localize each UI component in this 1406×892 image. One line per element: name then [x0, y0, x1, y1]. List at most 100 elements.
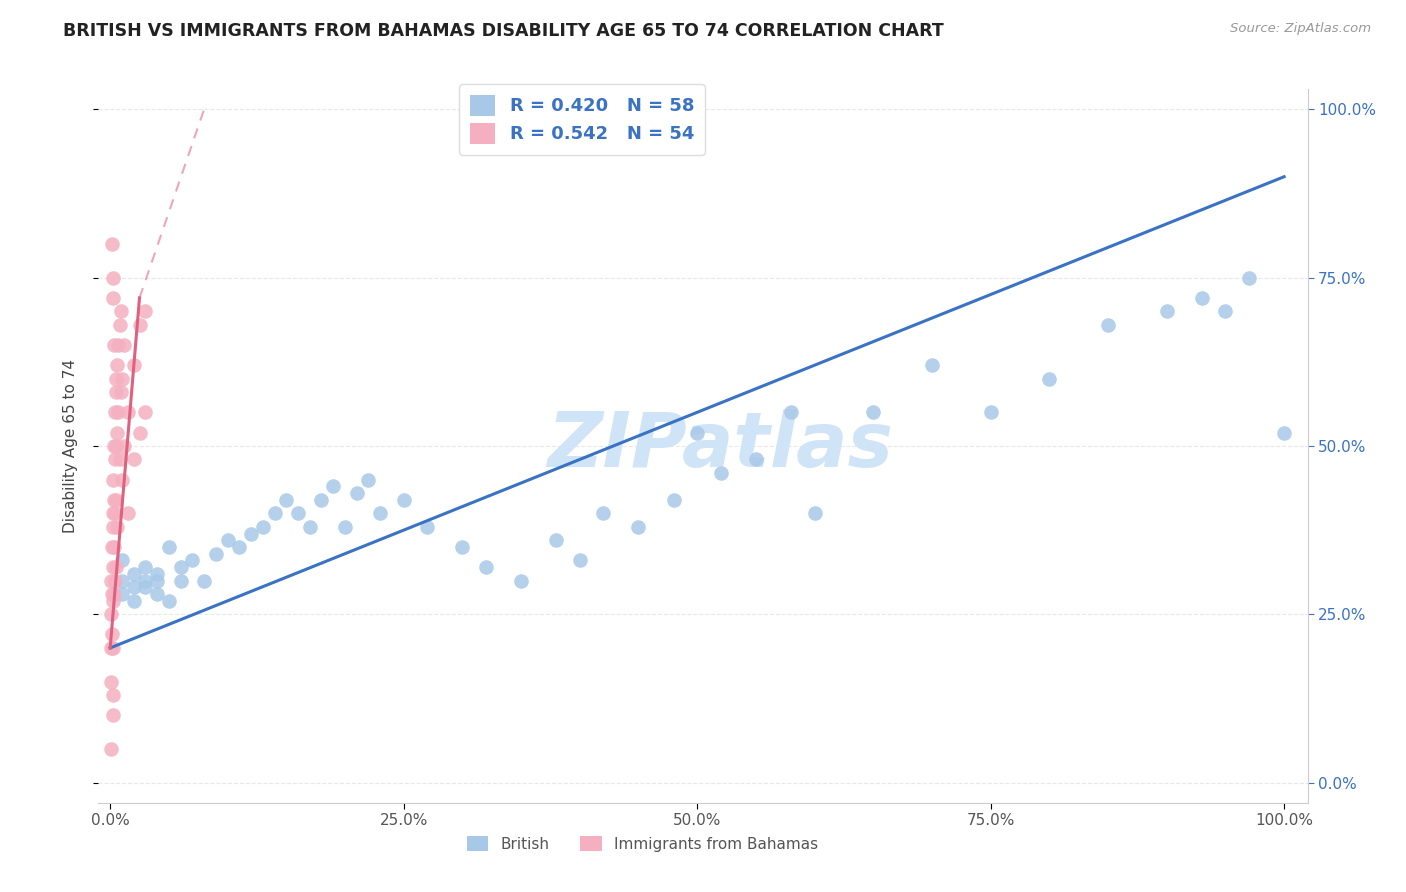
Point	[111, 587, 134, 601]
Point	[101, 708, 124, 723]
Point	[346, 486, 368, 500]
Point	[1156, 304, 1178, 318]
Point	[1272, 425, 1295, 440]
Point	[122, 580, 145, 594]
Point	[146, 587, 169, 601]
Point	[240, 526, 263, 541]
Point	[921, 358, 943, 372]
Point	[117, 405, 139, 419]
Point	[111, 574, 134, 588]
Point	[980, 405, 1002, 419]
Point	[101, 540, 124, 554]
Point	[101, 587, 124, 601]
Point	[298, 520, 321, 534]
Point	[101, 237, 124, 252]
Point	[105, 358, 128, 372]
Point	[134, 405, 156, 419]
Point	[111, 473, 134, 487]
Point	[134, 580, 156, 594]
Point	[101, 291, 124, 305]
Point	[103, 587, 125, 601]
Point	[105, 425, 128, 440]
Point	[105, 385, 128, 400]
Point	[101, 627, 124, 641]
Point	[103, 492, 125, 507]
Point	[745, 452, 768, 467]
Point	[103, 439, 125, 453]
Point	[103, 338, 125, 352]
Legend: British, Immigrants from Bahamas: British, Immigrants from Bahamas	[460, 828, 825, 859]
Point	[228, 540, 250, 554]
Point	[475, 560, 498, 574]
Point	[104, 574, 127, 588]
Point	[104, 452, 127, 467]
Point	[181, 553, 204, 567]
Point	[592, 506, 614, 520]
Point	[105, 492, 128, 507]
Point	[101, 270, 124, 285]
Point	[627, 520, 650, 534]
Point	[112, 439, 135, 453]
Text: BRITISH VS IMMIGRANTS FROM BAHAMAS DISABILITY AGE 65 TO 74 CORRELATION CHART: BRITISH VS IMMIGRANTS FROM BAHAMAS DISAB…	[63, 22, 943, 40]
Point	[104, 405, 127, 419]
Point	[103, 540, 125, 554]
Point	[169, 560, 191, 574]
Point	[108, 318, 131, 332]
Point	[333, 520, 356, 534]
Point	[101, 520, 124, 534]
Point	[108, 452, 131, 467]
Point	[368, 506, 391, 520]
Point	[276, 492, 298, 507]
Point	[451, 540, 474, 554]
Point	[107, 338, 129, 352]
Point	[101, 506, 124, 520]
Point	[546, 533, 568, 548]
Point	[146, 566, 169, 581]
Point	[1237, 270, 1260, 285]
Point	[686, 425, 709, 440]
Point	[117, 506, 139, 520]
Point	[134, 560, 156, 574]
Point	[204, 547, 226, 561]
Point	[122, 594, 145, 608]
Point	[110, 385, 132, 400]
Point	[100, 742, 122, 756]
Point	[780, 405, 803, 419]
Point	[1191, 291, 1213, 305]
Point	[217, 533, 239, 548]
Point	[416, 520, 439, 534]
Point	[193, 574, 215, 588]
Point	[107, 405, 129, 419]
Point	[105, 560, 128, 574]
Point	[510, 574, 533, 588]
Point	[111, 372, 134, 386]
Point	[128, 425, 150, 440]
Point	[263, 506, 285, 520]
Point	[862, 405, 884, 419]
Point	[101, 688, 124, 702]
Point	[157, 594, 180, 608]
Point	[287, 506, 309, 520]
Point	[169, 574, 191, 588]
Point	[100, 574, 122, 588]
Point	[101, 640, 124, 655]
Point	[110, 304, 132, 318]
Point	[146, 574, 169, 588]
Point	[112, 338, 135, 352]
Point	[803, 506, 825, 520]
Point	[134, 574, 156, 588]
Point	[105, 372, 128, 386]
Point	[122, 566, 145, 581]
Point	[128, 318, 150, 332]
Point	[101, 594, 124, 608]
Point	[311, 492, 333, 507]
Text: ZIPatlas: ZIPatlas	[547, 409, 894, 483]
Point	[122, 358, 145, 372]
Point	[1038, 372, 1060, 386]
Point	[568, 553, 591, 567]
Point	[105, 520, 128, 534]
Point	[100, 674, 122, 689]
Point	[1215, 304, 1237, 318]
Point	[1097, 318, 1119, 332]
Point	[662, 492, 685, 507]
